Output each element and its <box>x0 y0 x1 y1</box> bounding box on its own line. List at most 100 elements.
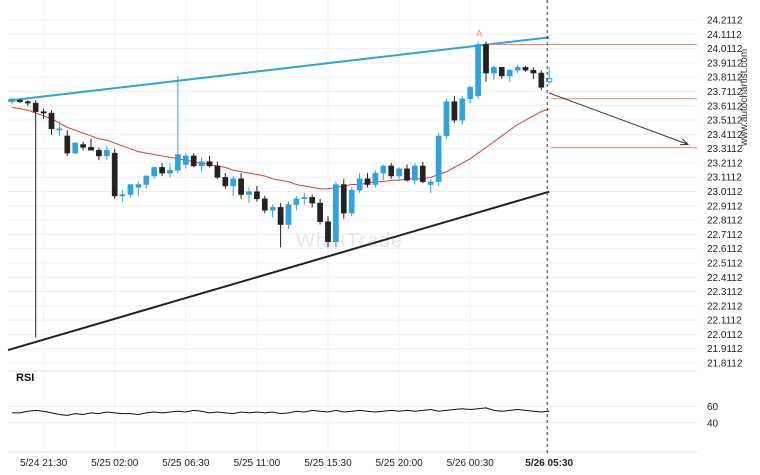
candle-body <box>498 67 505 77</box>
grid-lines <box>8 0 697 453</box>
candle <box>333 181 339 248</box>
y-tick-label: 22.8112 <box>707 216 743 227</box>
candle <box>451 95 458 124</box>
candle-body <box>506 69 513 77</box>
y-tick-label: 24.0112 <box>707 44 743 55</box>
candle-body <box>254 191 260 200</box>
candle-body <box>356 178 363 191</box>
candle <box>48 110 55 135</box>
y-tick-label: 23.4112 <box>707 130 743 141</box>
candle <box>538 70 545 91</box>
y-tick-label: 23.1112 <box>707 173 742 184</box>
candle <box>214 161 221 179</box>
candle-body <box>277 207 284 225</box>
y-tick-label: 22.9112 <box>707 201 743 212</box>
trendlines <box>7 36 550 352</box>
candle <box>483 41 489 82</box>
rsi-tick-label: 40 <box>707 418 719 429</box>
x-tick-label: 5/24 21:30 <box>20 458 68 469</box>
candle-body <box>127 184 134 195</box>
candle-body <box>380 165 387 174</box>
candle-body <box>483 44 489 74</box>
y-tick-label: 22.4112 <box>707 273 743 284</box>
candle <box>546 67 553 85</box>
x-tick-label: 5/25 02:00 <box>91 458 139 469</box>
candle-body <box>32 102 39 112</box>
candle-body <box>135 184 142 188</box>
candle <box>372 170 379 188</box>
y-tick-label: 23.3112 <box>707 144 743 155</box>
candle-body <box>56 128 63 131</box>
candle <box>530 67 537 79</box>
candle <box>419 161 426 184</box>
candle <box>475 41 481 99</box>
candle-body <box>261 198 268 211</box>
candle-body <box>214 165 221 178</box>
x-axis-ticks: 5/24 21:30 5/25 02:00 5/25 06:30 5/25 11:00… <box>20 458 574 469</box>
candle <box>498 67 505 79</box>
candle-body <box>103 149 110 157</box>
candle-body <box>206 161 213 167</box>
candle <box>190 153 197 168</box>
candle <box>427 178 434 194</box>
y-tick-label: 23.2112 <box>707 158 743 169</box>
candle-body <box>475 44 481 97</box>
upper-trendline <box>7 36 550 102</box>
candle-body <box>151 167 158 177</box>
candle <box>72 141 79 155</box>
candle-body <box>285 204 292 225</box>
candle <box>514 64 521 74</box>
candle-body <box>514 67 521 71</box>
candle-body <box>80 144 86 148</box>
candle-body <box>230 178 237 187</box>
rsi-line <box>12 407 550 416</box>
candle-body <box>340 184 347 214</box>
candle-body <box>17 99 23 102</box>
x-tick-label: 5/25 15:30 <box>304 458 352 469</box>
candle-body <box>143 175 150 185</box>
rsi-tick-label: 60 <box>707 402 719 413</box>
y-tick-label: 22.1112 <box>707 316 742 327</box>
candle-body <box>175 154 181 171</box>
candle-body <box>396 168 402 177</box>
side-text: www.autochartist.com <box>739 49 750 147</box>
candle <box>230 175 237 196</box>
candle-body <box>372 172 379 185</box>
candle <box>412 163 418 185</box>
y-tick-label: 23.5112 <box>707 116 743 127</box>
candle-body <box>96 149 102 157</box>
candle-body <box>546 78 553 83</box>
candle <box>356 173 363 194</box>
candle-body <box>246 191 252 195</box>
candle <box>404 164 410 182</box>
x-tick-label: 5/26 05:30 <box>525 458 573 469</box>
candle-body <box>364 178 371 185</box>
x-tick-label: 5/25 11:00 <box>234 458 281 469</box>
candle <box>380 164 387 181</box>
candle <box>56 121 63 136</box>
candle <box>96 147 102 161</box>
candle-body <box>459 98 466 121</box>
candle <box>340 178 347 219</box>
candle <box>167 163 173 178</box>
x-tick-label: 5/26 00:30 <box>447 458 495 469</box>
candle <box>17 98 23 104</box>
x-tick-label: 5/25 20:00 <box>375 458 423 469</box>
candle <box>40 108 47 119</box>
arrow-shaft <box>549 92 689 145</box>
candle <box>325 215 331 248</box>
y-tick-label: 21.9112 <box>707 344 743 355</box>
candle <box>143 175 150 189</box>
y-tick-label: 23.8112 <box>707 73 743 84</box>
candle-body <box>412 165 418 181</box>
candle <box>435 133 442 186</box>
lower-trendline <box>7 190 550 352</box>
candle <box>32 100 39 338</box>
candle <box>467 85 474 104</box>
arrow-head <box>679 138 690 146</box>
candle-body <box>404 168 410 181</box>
candle <box>269 204 276 218</box>
y-tick-label: 24.2112 <box>707 16 743 27</box>
candle <box>198 157 205 172</box>
